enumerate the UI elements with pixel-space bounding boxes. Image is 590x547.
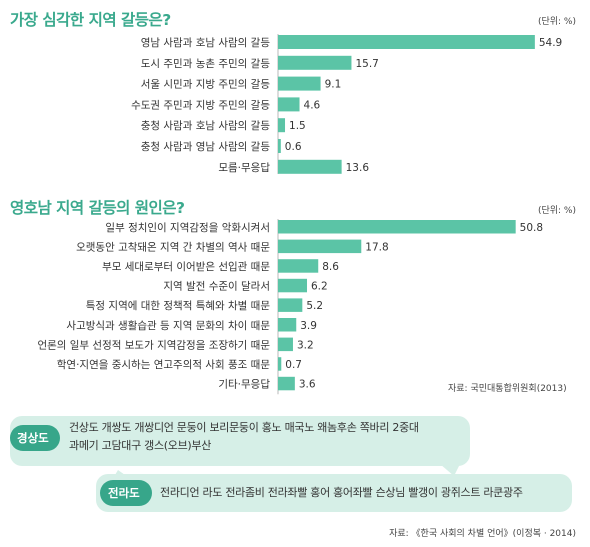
label-gyeongsang: 경상도 [17,431,49,445]
label-jeolla: 전라도 [108,486,140,500]
chart2-value-label: 5.2 [306,300,323,312]
chart2-bar [278,337,293,352]
chart2-value-label: 6.2 [311,281,328,293]
chart2-category-label: 오랫동안 고착돼온 지역 간 차별의 역사 때문 [76,241,270,253]
chart1-bar [278,55,352,70]
chart2-bar [278,376,295,391]
chart2-category-label: 기타·무응답 [218,379,270,391]
chart2-plot: 일부 정치인이 지역감정을 악화시켜서 50.8 오랫동안 고착돼온 지역 간 차별… [37,219,543,395]
chart1-category-label: 서울 시민과 지방 주민의 갈등 [141,78,271,91]
bubble-tail-jeolla [112,470,132,480]
chart1-category-label: 모름·무응답 [218,162,270,174]
label-badge-jeolla [100,480,152,506]
chart2-value-label: 3.9 [300,320,317,332]
chart2-value-label: 0.7 [285,359,302,371]
chart2-category-label: 사고방식과 생활습관 등 지역 문화의 차이 때문 [66,319,270,332]
chart1-value-label: 1.5 [289,120,306,132]
speech-bubble-jeolla [96,474,572,512]
chart1-bar [278,159,342,174]
chart2-category-label: 특정 지역에 대한 정책적 특혜와 차별 때문 [86,300,271,312]
chart2-bar [278,278,308,293]
chart1-bar [278,97,300,112]
chart2-bar [278,259,319,273]
chart2-category-label: 지역 발전 수준이 달라서 [163,281,270,293]
chart1-bar [278,139,281,153]
chart1-bar [278,76,321,91]
bottom-source: 자료: 《한국 사회의 차별 언어》(이정복 · 2014) [389,529,576,539]
chart1-category-label: 도시 주민과 농촌 주민의 갈등 [141,57,271,70]
chart2-value-label: 50.8 [520,222,543,234]
bubble-tail-gyeongsang [440,464,460,476]
chart1-value-label: 0.6 [285,141,302,153]
chart2-category-label: 일부 정치인이 지역감정을 악화시켜서 [105,221,270,234]
bubble-text-gyeongsang-line2: 과메기 고담대구 갱스(오브)부산 [69,439,212,452]
chart1-title: 가장 심각한 지역 갈등은? [10,11,171,29]
chart2-bar [278,318,297,332]
chart2-bar [278,298,303,312]
chart1-category-label: 충청 사람과 영남 사람의 갈등 [141,140,271,153]
chart1-value-label: 13.6 [346,162,370,174]
chart2-bar [278,220,516,234]
chart1-value-label: 4.6 [304,99,321,111]
bubble-text-jeolla: 전라디언 라도 전라좀비 전라좌빨 홍어 홍어좌빨 슨상님 빨갱이 광쥐스트 라… [160,486,523,499]
chart2-category-label: 언론의 일부 선정적 보도가 지역감정을 조장하기 때문 [37,338,270,351]
chart1-value-label: 54.9 [539,37,562,49]
chart2-value-label: 17.8 [365,241,388,253]
chart1-category-label: 영남 사람과 호남 사람의 갈등 [141,36,271,49]
chart2-value-label: 3.2 [297,339,314,351]
chart1-category-label: 충청 사람과 호남 사람의 갈등 [141,119,271,132]
chart2-bar [278,239,362,254]
chart1-category-label: 수도권 주민과 지방 주민의 갈등 [131,98,270,111]
chart2-unit: (단위: %) [537,206,576,216]
chart1-value-label: 9.1 [325,79,342,91]
chart1-bar [278,35,535,49]
chart2-category-label: 부모 세대로부터 이어받은 선입관 때문 [102,260,270,273]
label-badge-gyeongsang [10,425,60,451]
chart1-bar [278,118,286,133]
chart2-title: 영호남 지역 갈등의 원인은? [10,199,185,217]
chart2-value-label: 3.6 [299,379,316,391]
chart1-unit: (단위: %) [537,17,576,27]
chart2-value-label: 8.6 [322,261,339,273]
chart2-category-label: 학연·지연을 중시하는 연고주의적 사회 풍조 때문 [57,358,271,371]
chart1-plot: 영남 사람과 호남 사람의 갈등 54.9 도시 주민과 농촌 주민의 갈등 15.7… [131,34,562,174]
chart2-bar [278,357,282,371]
chart1-value-label: 15.7 [355,58,378,70]
chart2-source: 자료: 국민대통합위원회(2013) [448,384,567,394]
bubble-text-gyeongsang-line1: 건상도 개쌍도 개쌍디언 문둥이 보리문둥이 홍노 매국노 왜놈후손 쪽바리 2… [69,421,419,434]
speech-bubble-gyeongsang [10,416,470,466]
